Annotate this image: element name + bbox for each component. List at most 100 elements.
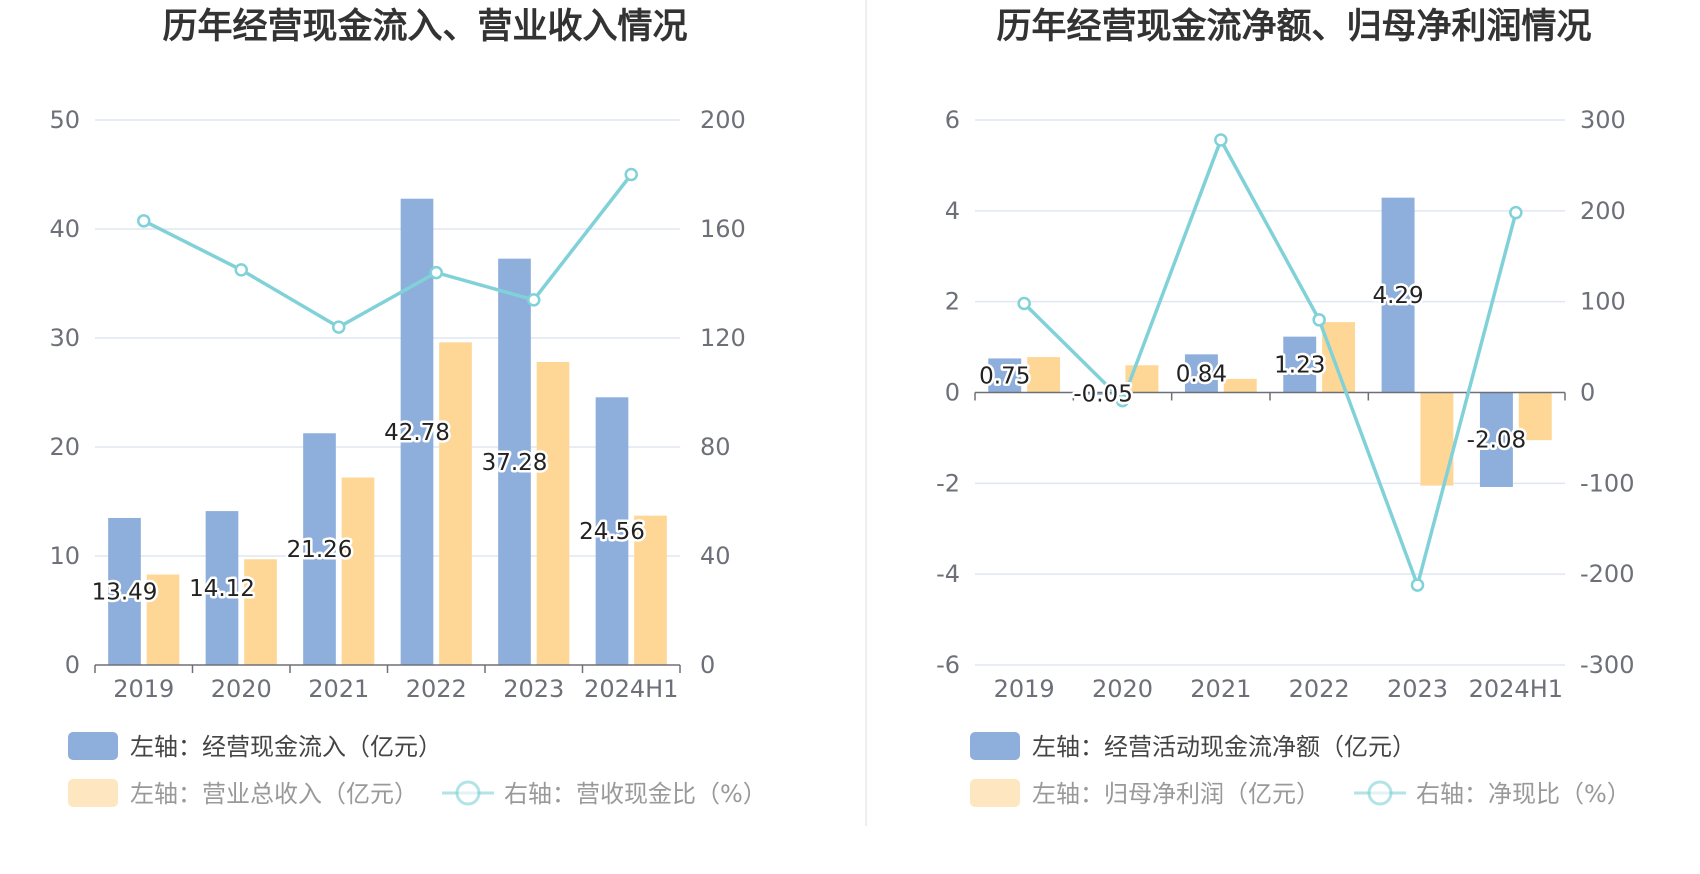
line-point <box>429 265 443 280</box>
bar-data-label: 13.49 <box>92 579 158 605</box>
x-tick-label: 2022 <box>1289 675 1350 703</box>
line-point <box>332 320 346 334</box>
y-right-tick-label: 0 <box>1580 379 1595 407</box>
bar-data-label: 0.75 <box>979 363 1030 389</box>
x-tick-label: 2019 <box>113 675 174 703</box>
legend-label: 左轴：经营活动现金流净额（亿元） <box>1032 733 1416 761</box>
chart-net-cash-flow-profit: 历年经营现金流净额、归母净利润情况 -6 -4 -2 0 2 4 6 -300 -200 -10… <box>936 6 1634 808</box>
bar-series-b <box>1223 378 1257 393</box>
bar-series-b <box>1027 357 1061 393</box>
bar-series-b <box>439 342 472 665</box>
line-point <box>1017 296 1031 311</box>
bar-series-a <box>1184 354 1218 393</box>
legend-item-bar-a[interactable]: 左轴：经营现金流入（亿元） <box>68 732 442 761</box>
y-right-tick-label: -300 <box>1580 651 1634 679</box>
bar-series-b <box>244 559 277 665</box>
bar-series-a <box>1086 392 1120 395</box>
line-point <box>137 214 151 228</box>
y-right-tick-label: -100 <box>1580 469 1634 497</box>
legend-item-bar-a[interactable]: 左轴：经营活动现金流净额（亿元） <box>970 732 1416 761</box>
y-left-tick-label: -6 <box>936 651 960 679</box>
legend-label: 左轴：营业总收入（亿元） <box>130 780 418 808</box>
bar-series-a <box>498 258 531 665</box>
y-left-tick-label: 10 <box>49 542 80 570</box>
chart-cash-inflow-revenue: 历年经营现金流入、营业收入情况 0 10 20 30 40 50 0 40 80 120 160 2… <box>49 6 766 808</box>
bar-series-a <box>595 397 629 665</box>
y-right-tick-label: 120 <box>700 324 746 352</box>
legend-label: 左轴：归母净利润（亿元） <box>1032 780 1320 808</box>
y-right-tick-label: 200 <box>1580 197 1626 225</box>
x-tick-label: 2020 <box>211 675 272 703</box>
x-tick-label: 2020 <box>1092 675 1153 703</box>
line-point <box>234 263 248 277</box>
line-series <box>1022 135 1518 591</box>
bar-series-b <box>341 477 375 665</box>
y-right-tick-label: 0 <box>700 651 715 679</box>
legend-swatch-blue <box>970 732 1020 760</box>
y-left-tick-label: -4 <box>936 560 960 588</box>
x-tick-label: 2024H1 <box>584 675 678 703</box>
legend-item-bar-b[interactable]: 左轴：归母净利润（亿元） <box>970 779 1320 808</box>
line-point <box>1214 133 1228 147</box>
y-left-tick-label: 30 <box>49 324 80 352</box>
bar-data-label: 14.12 <box>189 576 255 602</box>
bar-data-label: 4.29 <box>1372 283 1423 309</box>
bar-data-label: 1.23 <box>1274 353 1325 379</box>
y-right-tick-label: 80 <box>700 433 731 461</box>
line-point <box>1312 313 1326 327</box>
x-tick-label: 2022 <box>406 675 467 703</box>
bar-series-b <box>634 515 667 665</box>
y-left-tick-label: 0 <box>945 379 960 407</box>
y-right-tick-label: 40 <box>700 542 731 570</box>
legend-swatch-yellow <box>68 779 118 807</box>
legend-item-line[interactable]: 右轴：营收现金比（%） <box>442 780 767 808</box>
bar-series-a <box>108 517 141 665</box>
bar-data-label: 42.78 <box>384 420 450 446</box>
y-right-tick-label: 300 <box>1580 106 1626 134</box>
bar-series-a <box>1381 197 1415 393</box>
bar-series-b <box>536 361 570 665</box>
bar-series-b <box>146 574 180 665</box>
y-left-tick-label: 40 <box>49 215 80 243</box>
bar-series-b <box>1322 322 1356 393</box>
bar-series-a <box>988 358 1022 393</box>
x-tick-label: 2023 <box>503 675 564 703</box>
legend-item-bar-b[interactable]: 左轴：营业总收入（亿元） <box>68 779 418 808</box>
y-left-tick-label: 20 <box>49 433 80 461</box>
legend-swatch-blue <box>68 732 118 760</box>
line-point <box>1509 205 1523 220</box>
y-left-tick-label: 2 <box>945 288 960 316</box>
legend-item-line[interactable]: 右轴：净现比（%） <box>1354 780 1631 808</box>
line-point <box>1115 393 1130 408</box>
x-tick-label: 2019 <box>994 675 1055 703</box>
y-right-tick-label: -200 <box>1580 560 1634 588</box>
x-tick-label: 2024H1 <box>1469 675 1563 703</box>
legend-label: 左轴：经营现金流入（亿元） <box>130 733 442 761</box>
bar-series-a <box>205 511 239 665</box>
legend-label: 右轴：营收现金比（%） <box>504 780 767 808</box>
bar-data-label: -2.08 <box>1467 428 1527 454</box>
bar-data-label: 0.84 <box>1176 361 1227 387</box>
line-series <box>142 173 633 330</box>
bar-series-a <box>303 433 336 665</box>
x-tick-label: 2021 <box>1190 675 1251 703</box>
y-left-tick-label: 4 <box>945 197 960 225</box>
y-left-tick-label: 0 <box>65 651 80 679</box>
x-tick-label: 2023 <box>1387 675 1448 703</box>
chart-title: 历年经营现金流入、营业收入情况 <box>162 6 687 47</box>
y-right-tick-label: 160 <box>700 215 746 243</box>
bar-data-label: 21.26 <box>287 537 353 563</box>
chart-title: 历年经营现金流净额、归母净利润情况 <box>996 6 1591 47</box>
line-point <box>1410 578 1425 592</box>
bar-series-a <box>1283 336 1317 393</box>
y-right-tick-label: 200 <box>700 106 746 134</box>
line-point <box>527 293 541 307</box>
y-left-tick-label: 6 <box>945 106 960 134</box>
y-left-tick-label: 50 <box>49 106 80 134</box>
line-point <box>624 167 638 182</box>
bar-data-label: 24.56 <box>579 519 645 545</box>
bar-data-label: 37.28 <box>482 450 548 476</box>
x-tick-label: 2021 <box>308 675 369 703</box>
y-right-tick-label: 100 <box>1580 288 1626 316</box>
